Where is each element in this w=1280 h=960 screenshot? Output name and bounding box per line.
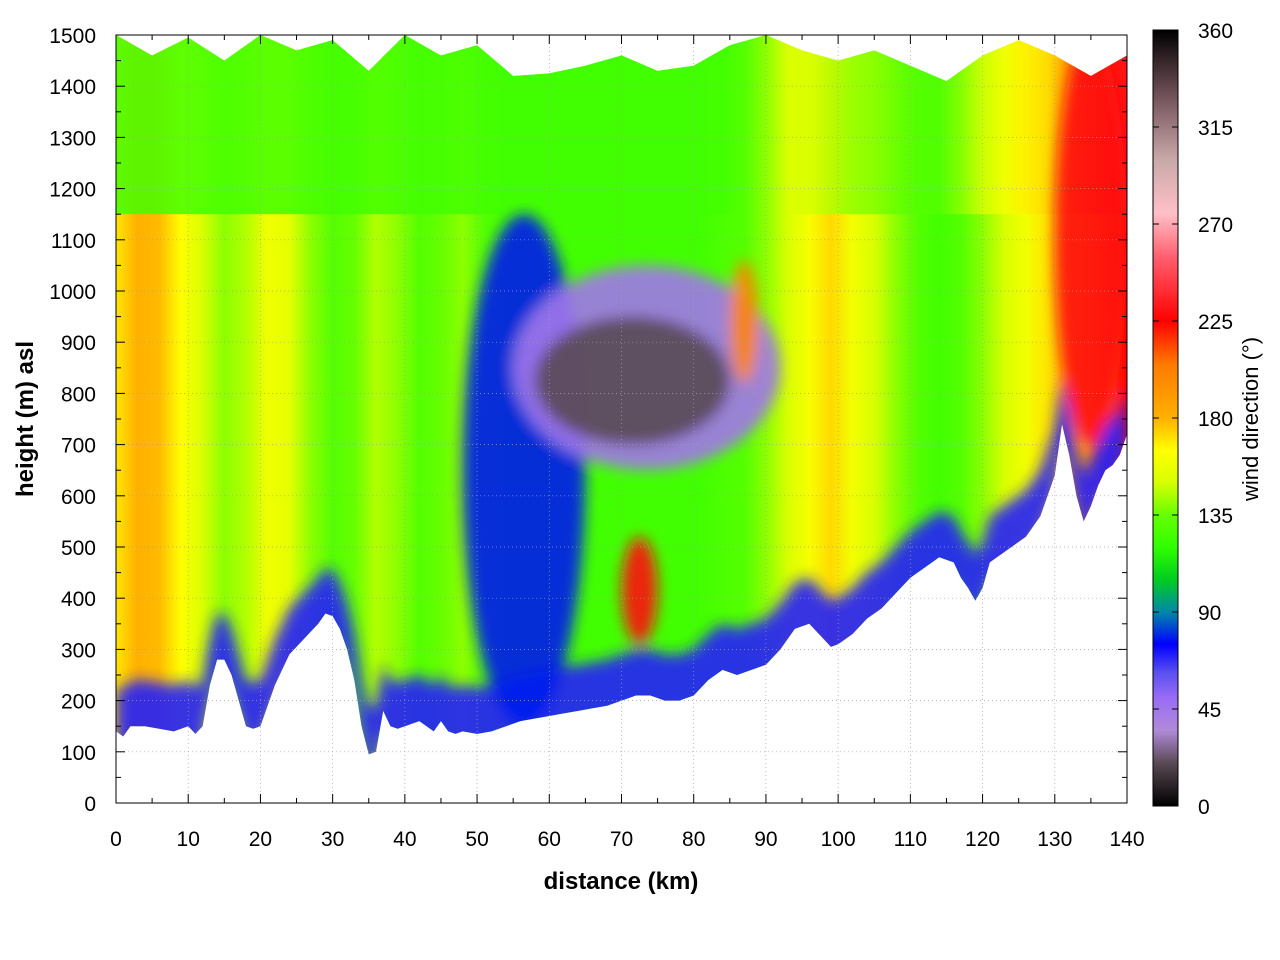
y-tick-label: 700 — [61, 435, 96, 458]
colorbar-tick-labels: 0 45 90 135 180 225 270 315 360 — [1198, 20, 1233, 819]
y-tick-label: 1400 — [49, 76, 96, 99]
colorbar-tick-label: 0 — [1198, 796, 1210, 819]
feature-blob — [729, 260, 759, 384]
x-axis-title: distance (km) — [544, 868, 699, 895]
x-tick-label: 140 — [1109, 828, 1144, 851]
x-tick-label: 90 — [754, 828, 777, 851]
x-tick-label: 20 — [249, 828, 272, 851]
y-tick-label: 1100 — [51, 230, 96, 253]
y-tick-label: 600 — [61, 486, 96, 509]
colorbar-ticks — [1153, 29, 1178, 807]
axis-ticks — [115, 34, 1128, 804]
colorbar-tick-label: 225 — [1198, 311, 1233, 334]
y-tick-label: 800 — [61, 383, 96, 406]
y-tick-label: 300 — [61, 639, 96, 662]
y-tick-label: 1300 — [49, 127, 96, 150]
colorbar-tick-label: 315 — [1198, 117, 1233, 140]
y-tick-label: 0 — [84, 793, 96, 816]
y-tick-label: 400 — [61, 588, 96, 611]
grid — [116, 35, 1127, 803]
colorbar-tick-label: 135 — [1198, 505, 1233, 528]
x-tick-label: 50 — [465, 828, 488, 851]
colorbar-tick-label: 90 — [1198, 602, 1221, 625]
y-tick-label: 500 — [61, 537, 96, 560]
x-tick-label: 130 — [1037, 828, 1072, 851]
x-tick-label: 120 — [965, 828, 1000, 851]
x-tick-label: 60 — [538, 828, 561, 851]
y-axis-title: height (m) asl — [12, 341, 39, 497]
y-tick-labels: 0 100 200 300 400 500 600 700 800 900 1000 1100 1200… — [49, 25, 96, 816]
x-tick-label: 10 — [177, 828, 200, 851]
colorbar-tick-label: 270 — [1198, 214, 1233, 237]
x-tick-label: 80 — [682, 828, 705, 851]
y-tick-label: 1200 — [49, 179, 96, 202]
y-tick-label: 1000 — [49, 281, 96, 304]
x-tick-label: 30 — [321, 828, 344, 851]
colorbar-title: wind direction (°) — [1238, 337, 1263, 502]
colorbar-tick-label: 45 — [1198, 699, 1221, 722]
feature-blob — [621, 536, 658, 645]
colorbar-tick-label: 360 — [1198, 20, 1233, 43]
y-tick-label: 900 — [61, 332, 96, 355]
x-tick-label: 100 — [821, 828, 856, 851]
x-tick-label: 0 — [110, 828, 122, 851]
y-tick-label: 200 — [61, 691, 96, 714]
colorbar-tick-label: 180 — [1198, 408, 1233, 431]
y-tick-label: 100 — [61, 742, 96, 765]
x-tick-label: 70 — [610, 828, 633, 851]
feature-blob — [534, 316, 730, 445]
y-tick-label: 1500 — [49, 25, 96, 48]
x-tick-label: 110 — [894, 828, 927, 851]
x-tick-labels: 0 10 20 30 40 50 60 70 80 90 100 110 120 130 140 — [110, 828, 1144, 851]
x-tick-label: 40 — [393, 828, 416, 851]
